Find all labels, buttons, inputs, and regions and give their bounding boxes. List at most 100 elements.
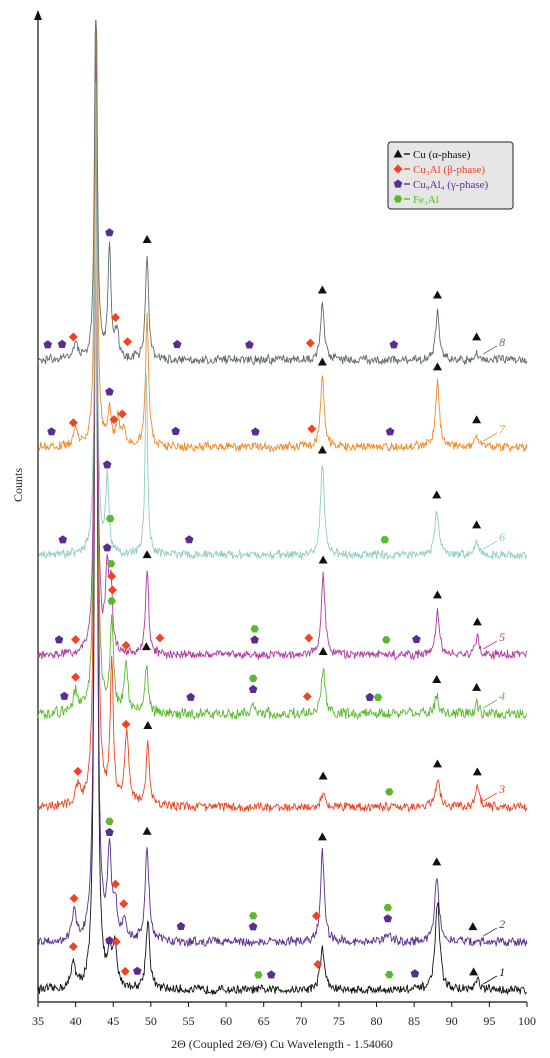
marker-layer bbox=[43, 228, 482, 979]
legend-box bbox=[387, 141, 514, 210]
x-tick-label: 95 bbox=[483, 1014, 495, 1028]
phase-marker-triangle bbox=[317, 357, 327, 366]
phase-marker-hexagon bbox=[380, 536, 389, 544]
series-label: 4 bbox=[499, 689, 505, 703]
phase-marker-diamond bbox=[155, 633, 165, 643]
phase-marker-diamond bbox=[311, 911, 321, 921]
phase-marker-triangle bbox=[432, 490, 442, 499]
x-tick-label: 60 bbox=[220, 1014, 232, 1028]
phase-marker-pentagon bbox=[184, 535, 194, 544]
phase-marker-diamond bbox=[119, 899, 129, 909]
phase-marker-triangle bbox=[472, 617, 482, 626]
phase-marker-pentagon bbox=[186, 692, 195, 701]
series-label: 1 bbox=[499, 965, 505, 979]
phase-marker-triangle bbox=[142, 826, 152, 835]
phase-marker-triangle bbox=[141, 642, 151, 651]
series-label: 6 bbox=[499, 530, 505, 544]
label-layer: 1 2 3 4 5 6 7 8 bbox=[483, 335, 506, 985]
phase-marker-hexagon bbox=[385, 788, 394, 796]
phase-marker-pentagon bbox=[54, 635, 64, 644]
phase-marker-hexagon bbox=[382, 636, 391, 644]
series-label: 8 bbox=[499, 335, 505, 349]
x-tick-label: 50 bbox=[145, 1014, 157, 1028]
phase-marker-hexagon bbox=[106, 515, 115, 523]
phase-marker-pentagon bbox=[365, 692, 374, 701]
legend-label: Fe₃Al bbox=[413, 194, 439, 206]
series-label: 3 bbox=[498, 782, 505, 796]
phase-marker-diamond bbox=[69, 893, 79, 903]
phase-marker-diamond bbox=[68, 418, 78, 428]
phase-marker-diamond bbox=[302, 692, 312, 702]
legend-label: Cu₃Al (β-phase) bbox=[413, 164, 485, 176]
series-line-4 bbox=[37, 19, 528, 721]
phase-marker-pentagon bbox=[172, 339, 182, 349]
phase-marker-diamond bbox=[71, 634, 81, 644]
legend-hexagon-icon bbox=[393, 195, 403, 203]
x-tick-label: 75 bbox=[333, 1014, 345, 1028]
series-label-leader bbox=[483, 432, 498, 442]
series-label-leader bbox=[483, 540, 498, 550]
phase-marker-triangle bbox=[472, 520, 482, 529]
legend: Cu (α-phase) Cu₃Al (β-phase) Cu₉Al₄ (γ-pha… bbox=[387, 141, 514, 210]
phase-marker-pentagon bbox=[171, 426, 180, 435]
x-axis-title: 2Θ (Coupled 2Θ/Θ) Cu Wavelength - 1.5406… bbox=[171, 1037, 393, 1051]
phase-marker-triangle bbox=[472, 767, 482, 776]
phase-marker-pentagon bbox=[43, 340, 53, 349]
phase-marker-pentagon bbox=[250, 635, 259, 644]
phase-marker-pentagon bbox=[105, 228, 114, 237]
phase-marker-diamond bbox=[121, 640, 131, 650]
phase-marker-triangle bbox=[432, 674, 442, 683]
phase-marker-pentagon bbox=[60, 691, 69, 700]
series-label-leader bbox=[483, 699, 498, 709]
phase-marker-pentagon bbox=[266, 970, 276, 979]
phase-marker-pentagon bbox=[176, 921, 186, 930]
phase-marker-triangle bbox=[472, 682, 482, 691]
phase-marker-triangle bbox=[318, 646, 328, 655]
phase-marker-diamond bbox=[109, 415, 119, 425]
series-line-5 bbox=[37, 19, 528, 661]
legend-label: Cu₉Al₄ (γ-phase) bbox=[413, 179, 488, 191]
phase-marker-triangle bbox=[142, 550, 152, 559]
phase-marker-pentagon bbox=[133, 966, 142, 975]
x-ticks: 35 40 45 50 55 60 65 70 75 80 85 90 95 100 bbox=[32, 1002, 536, 1028]
phase-marker-triangle bbox=[472, 332, 482, 341]
phase-marker-pentagon bbox=[248, 684, 258, 693]
phase-marker-pentagon bbox=[412, 634, 421, 643]
series-label-leader bbox=[483, 792, 498, 802]
phase-marker-triangle bbox=[318, 555, 328, 564]
series-label: 5 bbox=[499, 630, 505, 644]
phase-marker-triangle bbox=[432, 759, 442, 768]
series-line-8 bbox=[37, 19, 528, 366]
phase-marker-pentagon bbox=[389, 340, 399, 349]
phase-marker-diamond bbox=[68, 942, 78, 952]
phase-marker-hexagon bbox=[373, 693, 383, 701]
phase-marker-diamond bbox=[73, 766, 83, 776]
series-label-leader bbox=[483, 975, 498, 985]
phase-marker-hexagon bbox=[249, 912, 258, 920]
phase-marker-hexagon bbox=[249, 674, 258, 682]
phase-marker-diamond bbox=[111, 937, 121, 947]
series-label: 7 bbox=[499, 422, 506, 436]
x-tick-label: 80 bbox=[371, 1014, 383, 1028]
phase-marker-pentagon bbox=[102, 543, 112, 552]
phase-marker-diamond bbox=[305, 338, 315, 348]
phase-marker-triangle bbox=[432, 857, 442, 866]
phase-marker-diamond bbox=[307, 424, 317, 434]
phase-marker-hexagon bbox=[106, 560, 116, 568]
phase-marker-pentagon bbox=[105, 936, 114, 945]
phase-marker-pentagon bbox=[105, 827, 114, 836]
x-tick-label: 90 bbox=[446, 1014, 458, 1028]
series-line-2 bbox=[37, 19, 528, 948]
x-tick-label: 55 bbox=[182, 1014, 194, 1028]
series-label-leader bbox=[483, 640, 498, 650]
x-tick-label: 70 bbox=[295, 1014, 307, 1028]
series-label-leader bbox=[483, 345, 498, 355]
series-line-6 bbox=[38, 81, 528, 561]
phase-marker-hexagon bbox=[385, 971, 394, 979]
series-label-leader bbox=[483, 927, 498, 937]
phase-marker-hexagon bbox=[383, 904, 392, 912]
legend-entries: Cu (α-phase) Cu₃Al (β-phase) Cu₉Al₄ (γ-pha… bbox=[393, 149, 488, 206]
x-tick-label: 45 bbox=[107, 1014, 119, 1028]
phase-marker-triangle bbox=[432, 362, 442, 371]
